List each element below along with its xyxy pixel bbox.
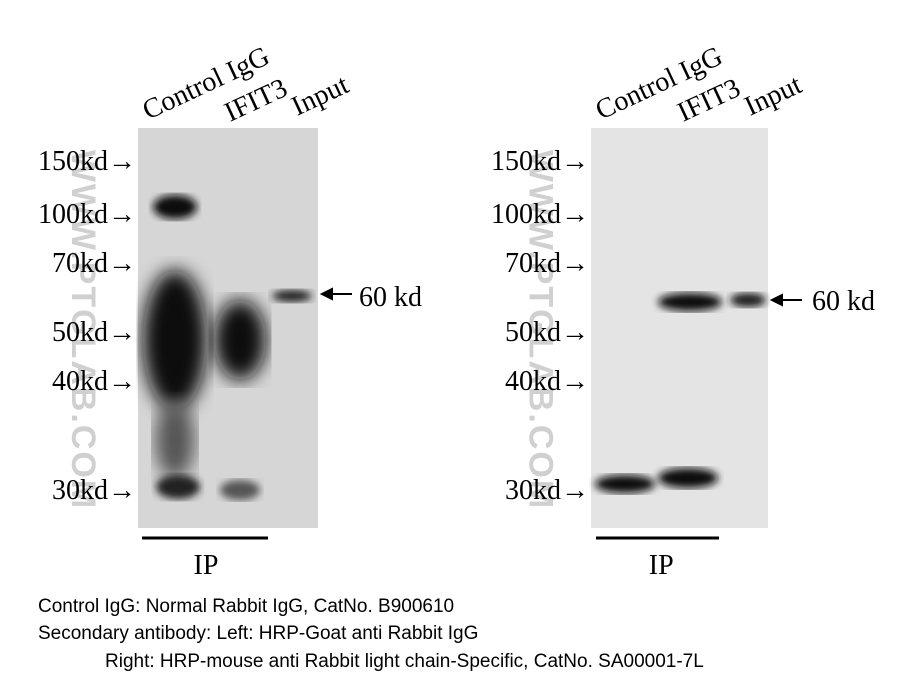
marker-label: 150kd→: [491, 146, 589, 177]
group-label: IP: [194, 550, 219, 581]
band-label: 60 kd: [812, 286, 875, 317]
marker-label: 50kd→: [52, 317, 136, 348]
marker-label: 150kd→: [38, 146, 136, 177]
band-label: 60 kd: [359, 282, 422, 313]
caption-line: Secondary antibody: Left: HRP-Goat anti …: [38, 623, 478, 644]
blot-right: [591, 128, 768, 528]
marker-label: 70kd→: [52, 248, 136, 279]
watermark: WWW.PTGLAB.COM: [64, 150, 102, 510]
marker-label: 30kd→: [52, 475, 136, 506]
marker-label: 70kd→: [505, 248, 589, 279]
marker-label: 40kd→: [52, 366, 136, 397]
watermark: WWW.PTGLAB.COM: [522, 150, 560, 510]
annotations: [142, 287, 802, 540]
marker-label: 50kd→: [505, 317, 589, 348]
marker-label: 100kd→: [38, 199, 136, 230]
blot-left: [138, 128, 318, 528]
caption-line: Right: HRP-mouse anti Rabbit light chain…: [105, 651, 704, 672]
marker-label: 30kd→: [505, 475, 589, 506]
caption-line: Control IgG: Normal Rabbit IgG, CatNo. B…: [38, 596, 454, 617]
group-label: IP: [649, 550, 674, 581]
marker-label: 40kd→: [505, 366, 589, 397]
marker-label: 100kd→: [491, 199, 589, 230]
